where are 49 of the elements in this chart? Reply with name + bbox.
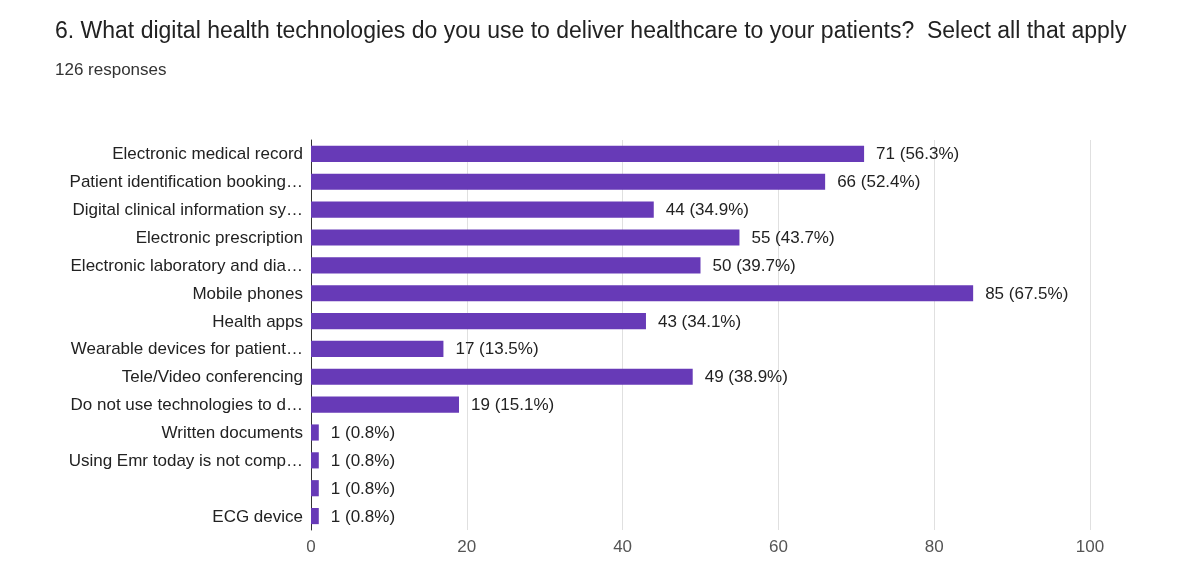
- text: 126 responses: [55, 60, 167, 79]
- bar: [311, 229, 740, 246]
- y-tick-label: Using Emr today is not comp…: [68, 450, 303, 470]
- x-tick-label: 80: [924, 537, 944, 556]
- data-label: 19 (15.1%): [471, 395, 555, 415]
- y-tick-label: Do not use technologies to d…: [70, 395, 303, 415]
- data-label: 1 (0.8%): [330, 423, 396, 442]
- bar: [311, 257, 701, 274]
- y-tick-label: Patient identification booking…: [69, 172, 303, 192]
- data-label: 44 (34.9%): [665, 200, 749, 220]
- data-label: 50 (39.7%): [712, 255, 796, 275]
- data-label: 1 (0.8%): [330, 478, 396, 498]
- bar: [311, 424, 319, 441]
- bar: [311, 507, 319, 525]
- bar: [311, 201, 654, 218]
- x-tick-label: 40: [613, 537, 633, 556]
- y-tick-label: Electronic medical record: [112, 144, 303, 164]
- bar: [311, 312, 646, 330]
- data-label: 66 (52.4%): [837, 172, 921, 192]
- bar: [311, 340, 444, 358]
- data-label: 55 (43.7%): [751, 228, 835, 247]
- y-tick-label: ECG device: [212, 506, 303, 526]
- bar: [311, 285, 974, 302]
- y-tick-label: Electronic prescription: [135, 228, 303, 247]
- x-tick-label: 100: [1075, 537, 1105, 556]
- y-tick-label: Wearable devices for patient…: [70, 339, 303, 359]
- bar: [311, 480, 319, 497]
- bar: [311, 452, 319, 469]
- x-tick-label: 60: [768, 537, 788, 556]
- y-tick-label: Tele/Video conferencing: [121, 367, 303, 387]
- y-tick-label: Mobile phones: [192, 283, 303, 303]
- data-label: 43 (34.1%): [657, 311, 742, 331]
- chart-title: 6. What digital health technologies do you use to deliver healthcare to your patients? Select all that apply: [55, 17, 1127, 43]
- data-label: 71 (56.3%): [876, 144, 960, 164]
- bar: [311, 173, 826, 190]
- y-tick-label: Electronic laboratory and dia…: [70, 255, 303, 275]
- bar: [311, 396, 460, 413]
- data-label: 1 (0.8%): [330, 506, 396, 526]
- x-tick-label: 20: [457, 537, 477, 556]
- data-label: 49 (38.9%): [704, 367, 788, 387]
- bar: [311, 145, 865, 163]
- data-label: 85 (67.5%): [985, 283, 1069, 303]
- bar: [311, 368, 693, 385]
- x-tick-label: 0: [306, 537, 316, 556]
- data-label: 1 (0.8%): [330, 450, 396, 470]
- y-tick-label: Health apps: [212, 311, 303, 331]
- y-tick-label: Digital clinical information sy…: [72, 200, 303, 220]
- y-tick-label: Written documents: [161, 423, 303, 442]
- data-label: 17 (13.5%): [455, 339, 539, 359]
